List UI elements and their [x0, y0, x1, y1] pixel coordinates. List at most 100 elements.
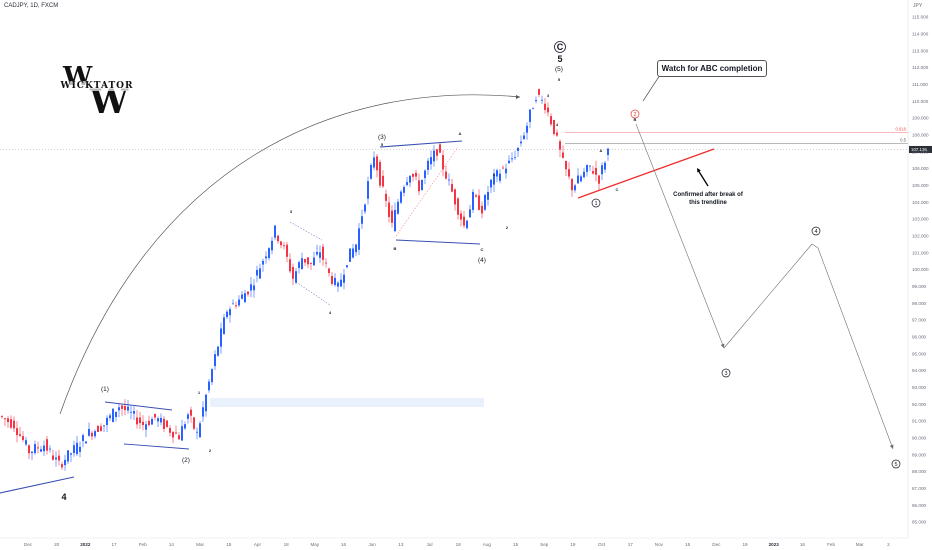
- price-tick: 111.000: [912, 82, 928, 87]
- candle-body: [49, 448, 51, 450]
- candle-body: [604, 162, 606, 170]
- candle-body: [136, 417, 138, 425]
- price-tick: 112.000: [912, 65, 929, 70]
- triangle-bottom-line: [395, 239, 481, 245]
- wave-label: C: [481, 247, 484, 252]
- time-tick: 17: [628, 542, 634, 547]
- candle-body: [595, 167, 597, 175]
- candle-body: [313, 257, 315, 266]
- time-tick: 13: [398, 542, 404, 547]
- candle-body: [598, 175, 600, 184]
- candle-body: [145, 424, 147, 430]
- price-tick: 109.000: [912, 116, 929, 121]
- wedge-bottom-dashed: [295, 281, 331, 306]
- candle-body: [412, 173, 414, 177]
- candle-body: [427, 160, 429, 170]
- candle-body: [358, 228, 360, 250]
- wave-label: (4): [478, 257, 486, 264]
- time-tick: Dec: [712, 542, 721, 547]
- price-tick: 88.000: [912, 469, 926, 474]
- candles: [1, 88, 609, 471]
- wave-label: 3: [547, 93, 550, 98]
- candle-body: [67, 450, 69, 462]
- candle-body: [79, 446, 81, 452]
- price-tick: 110.000: [912, 99, 929, 104]
- wave-label: 5: [381, 142, 384, 147]
- note-arrow-head: [697, 168, 701, 173]
- candle-body: [523, 135, 525, 140]
- candle-body: [418, 180, 420, 192]
- candle-body: [403, 187, 405, 193]
- candle-body: [175, 432, 177, 434]
- candle-body: [271, 240, 273, 251]
- candle-body: [289, 259, 291, 272]
- current-price-tag: [909, 145, 932, 153]
- candle-body: [397, 201, 399, 214]
- candle-body: [265, 256, 267, 259]
- candle-body: [376, 156, 378, 171]
- note-arrow-shaft: [697, 169, 709, 187]
- candle-body: [328, 268, 330, 274]
- candle-body: [13, 420, 15, 429]
- wave-label: C: [557, 42, 564, 52]
- price-tick: 115.000: [912, 15, 929, 20]
- time-tick: Feb: [827, 542, 835, 547]
- candle-body: [28, 445, 30, 454]
- candle-body: [109, 415, 111, 419]
- candle-body: [424, 170, 426, 179]
- circled-wave-label: 1: [594, 201, 597, 207]
- candle-body: [10, 419, 12, 428]
- abc-red-dashed: [395, 146, 459, 237]
- candle-body: [37, 447, 39, 449]
- candle-body: [310, 262, 312, 264]
- candle-body: [106, 417, 108, 425]
- time-tick: 15: [513, 542, 519, 547]
- candle-body: [91, 432, 93, 437]
- candle-body: [172, 431, 174, 438]
- candle-body: [553, 119, 555, 134]
- candle-body: [121, 405, 123, 409]
- candle-body: [181, 426, 183, 441]
- candle-body: [187, 414, 189, 419]
- current-price-label: 107.126: [911, 147, 927, 152]
- candle-body: [346, 265, 348, 268]
- candle-body: [301, 258, 303, 270]
- wave-label: C: [616, 187, 619, 192]
- candle-body: [331, 275, 333, 284]
- candle-body: [574, 185, 576, 191]
- wave-label: 4: [329, 310, 332, 315]
- candle-body: [406, 182, 408, 185]
- time-tick: Mar: [196, 542, 204, 547]
- wave-label: (5): [555, 66, 563, 73]
- wave-label: 2: [506, 225, 509, 230]
- candle-body: [205, 394, 207, 412]
- circled-wave-marker: [891, 459, 901, 469]
- wave4-trendline: [0, 476, 75, 494]
- candle-body: [349, 248, 351, 262]
- price-tick: 93.000: [912, 385, 926, 390]
- candle-body: [478, 195, 480, 210]
- candle-body: [460, 213, 462, 220]
- candle-body: [160, 417, 162, 423]
- price-tick: 95.000: [912, 351, 926, 356]
- time-axis: Dec 20 2022 17 Feb 14 Mar 15 Apr 18 May 16 Jun 13 Jul 1…: [0, 537, 908, 547]
- price-tick: 99.000: [912, 284, 926, 289]
- candle-body: [556, 132, 558, 136]
- projection-segment: [723, 243, 813, 349]
- candle-body: [385, 193, 387, 201]
- candle-body: [469, 209, 471, 218]
- candle-body: [208, 381, 210, 391]
- wave-label: 4: [61, 492, 66, 502]
- candle-body: [454, 189, 456, 205]
- drawings: [0, 74, 894, 494]
- candle-body: [514, 157, 516, 158]
- candle-body: [499, 173, 501, 181]
- candle-body: [43, 445, 45, 452]
- candle-body: [571, 178, 573, 191]
- candle-body: [457, 198, 459, 215]
- time-tick: Jun: [368, 542, 376, 547]
- price-axis: 115.000 114.000 113.000 112.000 111.000 110.0…: [907, 0, 929, 538]
- candle-body: [493, 173, 495, 185]
